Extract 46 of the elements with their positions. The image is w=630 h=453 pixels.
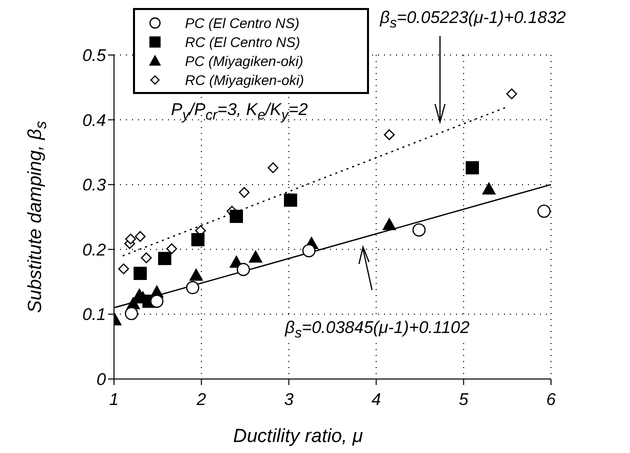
point (268, 162, 278, 174)
point (302, 244, 316, 258)
point (384, 129, 395, 140)
text: P$_{y}$/P$_{cr}$=3, K$_{e}$/K$_{y}$=2 (171, 100, 308, 124)
x-tick-label: 1 (109, 390, 119, 410)
legend-label: PC (El Centro NS) (185, 14, 300, 30)
y-tick-label: 0.5 (82, 46, 107, 66)
x-tick-label: 3 (284, 390, 294, 410)
point (166, 243, 178, 254)
point (140, 252, 152, 264)
y-tick-label: 0.4 (82, 110, 106, 130)
point (150, 294, 164, 308)
point (230, 210, 243, 223)
point (190, 268, 203, 281)
point (134, 231, 146, 242)
point (248, 250, 262, 263)
point (158, 252, 172, 266)
x-tick-label: 4 (371, 390, 381, 410)
point (466, 161, 479, 174)
point (134, 266, 147, 280)
point (238, 186, 250, 198)
point (191, 233, 205, 246)
y-tick-label: 0.1 (82, 305, 106, 324)
point (236, 262, 250, 276)
point (284, 194, 298, 207)
annotation: β$_{s}$=0.03845(μ-1)+0.1102 (285, 318, 470, 342)
point (412, 223, 426, 237)
text: β$_{s}$=0.05223(μ-1)+0.1832 (380, 8, 566, 32)
point (118, 263, 130, 274)
y-tick-label: 0.3 (82, 176, 107, 195)
x-tick-label: 2 (196, 390, 207, 410)
point (382, 218, 396, 230)
legend-label: RC (Miyagiken-oki) (185, 72, 304, 88)
point (482, 182, 496, 195)
point (537, 204, 551, 218)
point (186, 281, 200, 294)
x-tick-label: 6 (546, 390, 556, 410)
legend-label: RC (El Centro NS) (185, 34, 300, 50)
x-axis-title: Ductility ratio, μ (233, 426, 363, 448)
point (506, 88, 518, 100)
y-tick-label: 0.2 (82, 240, 107, 260)
legend-label: PC (Miyagiken-oki) (185, 52, 304, 68)
point (125, 234, 136, 244)
point (124, 306, 138, 320)
x-tick-label: 5 (458, 390, 469, 410)
y-tick-label: 0 (96, 370, 107, 390)
